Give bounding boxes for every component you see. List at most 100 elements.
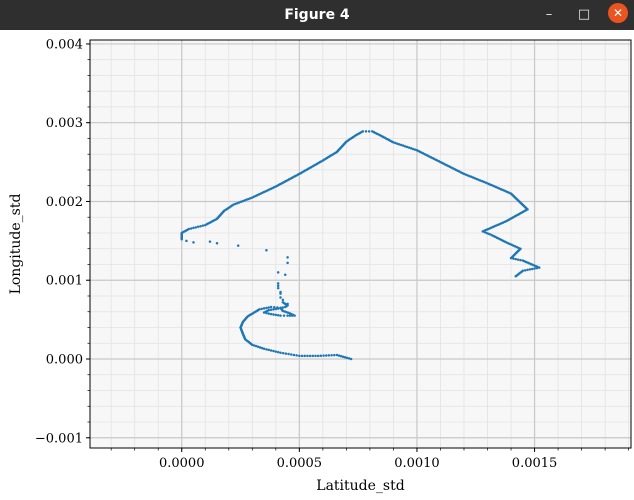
data-point [392, 141, 395, 144]
data-point [291, 314, 294, 317]
data-point [306, 354, 309, 358]
data-point [276, 350, 280, 354]
data-point [394, 141, 397, 145]
data-point [286, 302, 289, 306]
data-point [208, 240, 212, 243]
data-point [341, 355, 345, 358]
y-tick-label: 0.002 [46, 195, 83, 210]
data-point [258, 308, 261, 311]
data-point [236, 244, 240, 247]
maximize-icon[interactable]: □ [577, 7, 591, 22]
data-point [335, 353, 339, 357]
data-point [330, 354, 333, 357]
data-point [282, 314, 286, 317]
data-point [189, 227, 193, 230]
data-point [276, 271, 280, 274]
data-point [269, 312, 273, 316]
data-point [267, 312, 271, 315]
data-point [265, 306, 268, 310]
data-point [260, 307, 263, 311]
data-point [273, 306, 276, 309]
data-point [279, 296, 282, 299]
data-point [276, 286, 280, 290]
data-point [249, 196, 252, 200]
data-point [258, 346, 262, 349]
data-point [290, 353, 293, 356]
data-point [487, 232, 490, 236]
y-tick-label: 0.001 [46, 274, 83, 289]
window-title: Figure 4 [284, 7, 350, 23]
window-titlebar: Figure 4 – □ ✕ [0, 0, 634, 30]
data-point [286, 261, 289, 265]
data-point [337, 354, 341, 357]
data-point [262, 307, 266, 310]
data-point [530, 267, 534, 271]
data-point [538, 266, 541, 269]
data-point [284, 352, 288, 355]
data-point [401, 144, 405, 147]
data-point [292, 353, 296, 357]
data-point [279, 351, 282, 354]
data-point [265, 348, 268, 351]
data-point [514, 275, 517, 278]
data-point [405, 145, 409, 149]
data-point [514, 257, 517, 261]
scatter-chart: 0.0000 0.0005 0.0010 0.0015 −0.001 0.000 0.001… [0, 30, 634, 500]
data-point [361, 130, 365, 133]
data-point [269, 349, 273, 352]
data-point [269, 305, 273, 309]
data-point [281, 306, 285, 309]
data-point [276, 284, 280, 287]
data-point [364, 130, 368, 133]
data-point [201, 224, 205, 227]
data-point [481, 230, 485, 233]
data-point [528, 268, 532, 271]
data-point [347, 357, 351, 360]
x-axis-label: Latitude_std [316, 478, 404, 494]
data-point [260, 346, 264, 350]
data-point [295, 354, 298, 357]
x-tick-label: 0.0005 [277, 456, 323, 471]
data-point [308, 354, 312, 358]
data-point [519, 258, 522, 262]
data-point [237, 201, 241, 204]
data-point [267, 308, 271, 312]
data-point [279, 314, 282, 317]
data-point [243, 199, 247, 202]
data-point [187, 227, 191, 231]
data-point [324, 354, 328, 357]
minimize-icon[interactable]: – [545, 7, 553, 22]
close-icon[interactable]: ✕ [608, 3, 628, 23]
data-point [314, 354, 317, 358]
data-point [411, 147, 415, 151]
y-tick-label: 0.003 [46, 116, 83, 131]
data-point [274, 307, 278, 311]
data-point [311, 354, 315, 358]
data-point [398, 143, 401, 146]
data-point [345, 356, 349, 360]
data-point [235, 201, 239, 205]
y-tick-label: 0.004 [46, 37, 83, 52]
data-point [287, 352, 290, 356]
data-point [283, 273, 287, 276]
major-grid [90, 40, 631, 448]
data-point [319, 354, 323, 357]
data-point [262, 347, 266, 351]
data-point [267, 348, 271, 352]
data-point [509, 256, 513, 260]
data-point [400, 143, 403, 147]
data-point [322, 354, 325, 357]
data-point [234, 202, 237, 206]
data-point [199, 224, 202, 228]
data-point [349, 357, 353, 361]
data-point [245, 198, 248, 201]
data-point [413, 148, 417, 151]
data-point [523, 269, 527, 272]
data-point [396, 142, 399, 145]
data-point [533, 267, 536, 270]
x-tick-label: 0.0015 [512, 456, 558, 471]
data-point [215, 241, 219, 245]
data-point [253, 344, 256, 347]
data-point [286, 314, 289, 317]
data-point [293, 314, 296, 317]
